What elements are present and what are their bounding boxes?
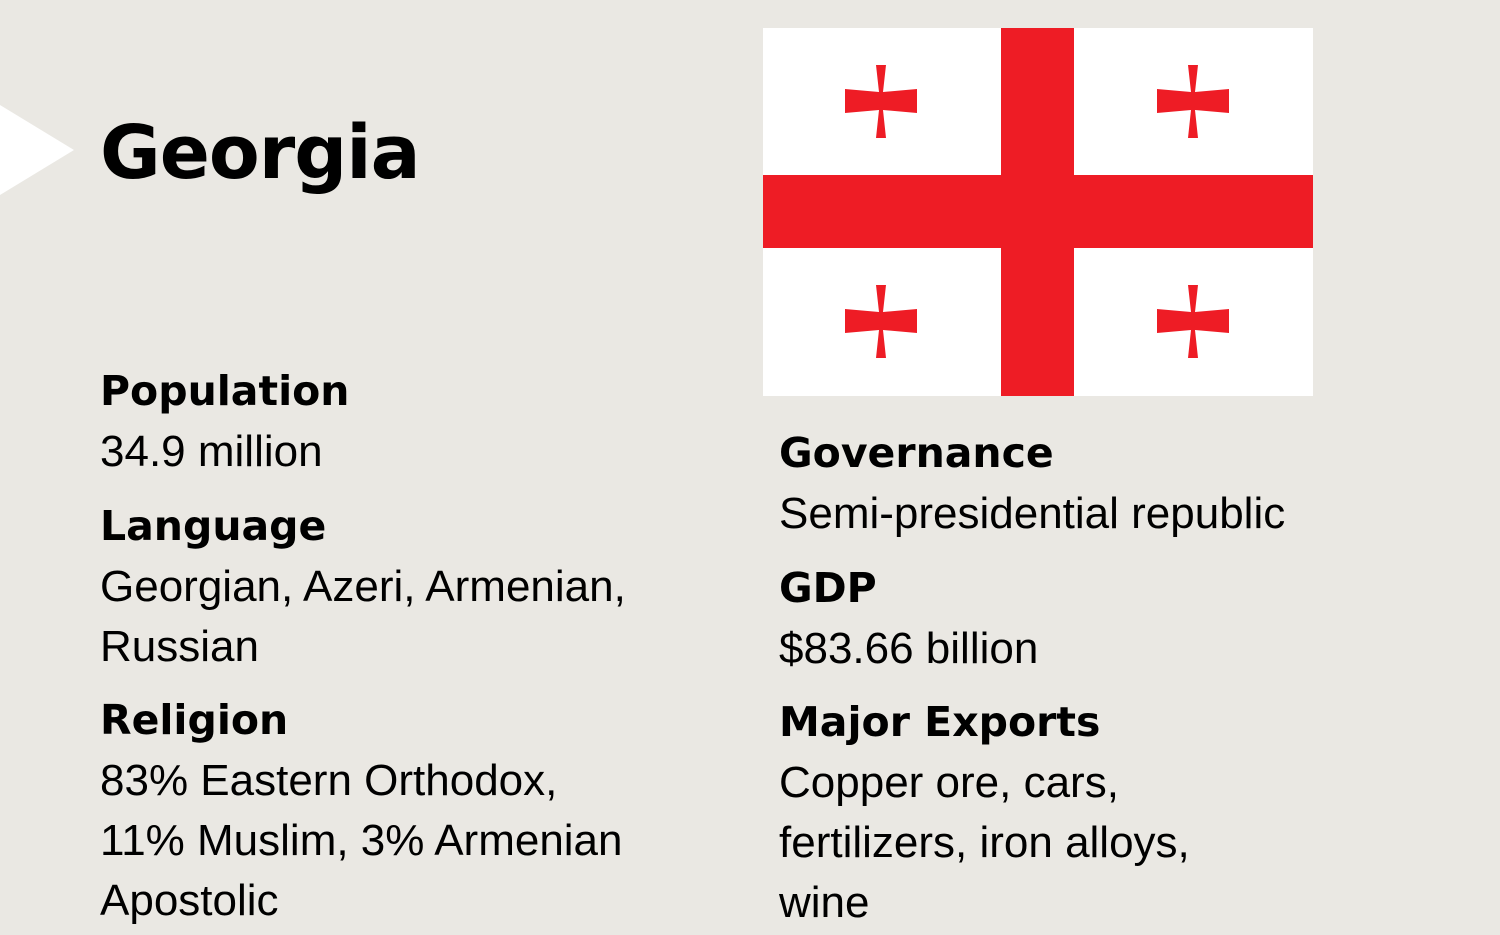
language-line: Russian	[100, 622, 259, 671]
language-value: Georgian, Azeri, Armenian, Russian	[100, 557, 626, 677]
governance-label: Governance	[779, 429, 1054, 477]
population-line: 34.9 million	[100, 427, 323, 476]
major-exports-line: wine	[779, 878, 870, 927]
georgia-flag-image	[763, 28, 1313, 396]
religion-label: Religion	[100, 696, 289, 744]
major-exports-line: Copper ore, cars,	[779, 758, 1119, 807]
gdp-value: $83.66 billion	[779, 619, 1038, 679]
gdp-line: $83.66 billion	[779, 624, 1039, 673]
gdp-label: GDP	[779, 564, 877, 612]
language-label: Language	[100, 502, 327, 550]
tab-arrow-icon	[0, 105, 74, 195]
governance-value: Semi-presidential republic	[779, 484, 1285, 544]
major-exports-line: fertilizers, iron alloys,	[779, 818, 1190, 867]
religion-line: 83% Eastern Orthodox,	[100, 756, 558, 805]
religion-value: 83% Eastern Orthodox, 11% Muslim, 3% Arm…	[100, 751, 623, 931]
major-exports-value: Copper ore, cars, fertilizers, iron allo…	[779, 753, 1190, 933]
religion-line: Apostolic	[100, 876, 279, 925]
country-title: Georgia	[100, 110, 421, 196]
language-line: Georgian, Azeri, Armenian,	[100, 562, 626, 611]
population-value: 34.9 million	[100, 422, 323, 482]
major-exports-label: Major Exports	[779, 698, 1101, 746]
governance-line: Semi-presidential republic	[779, 489, 1286, 538]
religion-line: 11% Muslim, 3% Armenian	[100, 816, 623, 865]
population-label: Population	[100, 367, 350, 415]
